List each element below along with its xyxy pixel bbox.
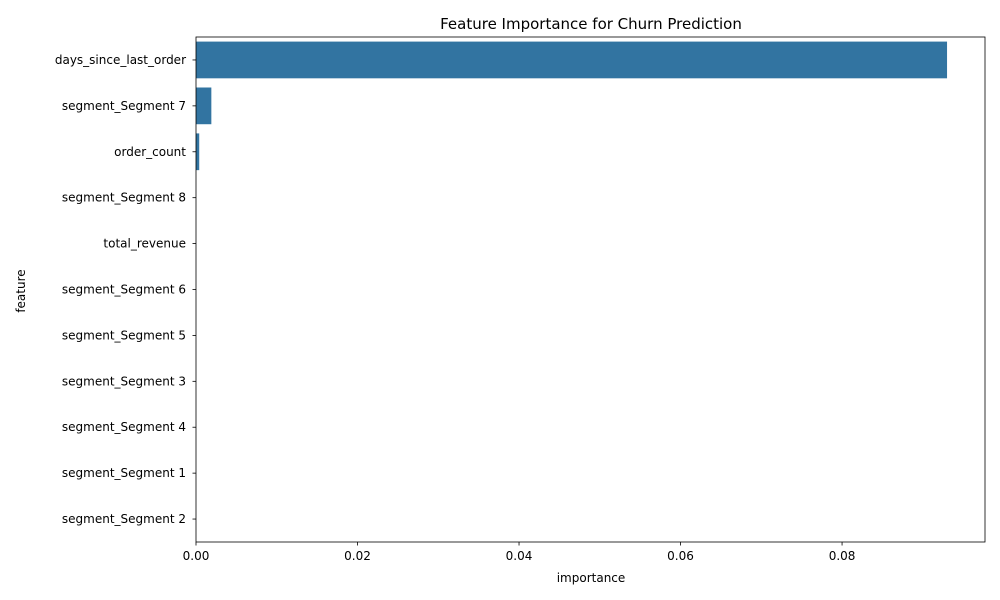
y-tick-label: segment_Segment 7 <box>62 99 186 113</box>
x-axis-ticks: 0.00 0.02 0.04 0.06 0.08 <box>183 542 856 563</box>
bar-1 <box>196 87 212 125</box>
y-tick-label: segment_Segment 8 <box>62 191 186 205</box>
y-tick-label: segment_Segment 4 <box>62 420 186 434</box>
x-tick-label: 0.08 <box>829 549 856 563</box>
bar-2 <box>196 133 200 171</box>
y-axis-ticks: days_since_last_order segment_Segment 7 or… <box>55 53 196 526</box>
y-tick-label: segment_Segment 5 <box>62 328 186 342</box>
x-tick-label: 0.06 <box>667 549 694 563</box>
y-tick-label: segment_Segment 3 <box>62 374 186 388</box>
y-tick-label: days_since_last_order <box>55 53 186 67</box>
y-tick-label: segment_Segment 6 <box>62 283 186 297</box>
x-axis-label: importance <box>557 571 626 585</box>
plot-frame <box>195 36 986 543</box>
x-tick-label: 0.04 <box>506 549 533 563</box>
x-tick-label: 0.00 <box>183 549 210 563</box>
y-tick-label: order_count <box>114 145 186 159</box>
y-tick-label: segment_Segment 1 <box>62 466 186 480</box>
y-tick-label: total_revenue <box>103 237 186 251</box>
bars-group <box>196 41 948 171</box>
chart-title: Feature Importance for Churn Prediction <box>440 15 742 33</box>
y-axis-label: feature <box>14 269 28 312</box>
axes-frame <box>195 36 986 543</box>
x-tick-label: 0.02 <box>344 549 371 563</box>
y-tick-label: segment_Segment 2 <box>62 512 186 526</box>
bar-0 <box>196 41 948 79</box>
